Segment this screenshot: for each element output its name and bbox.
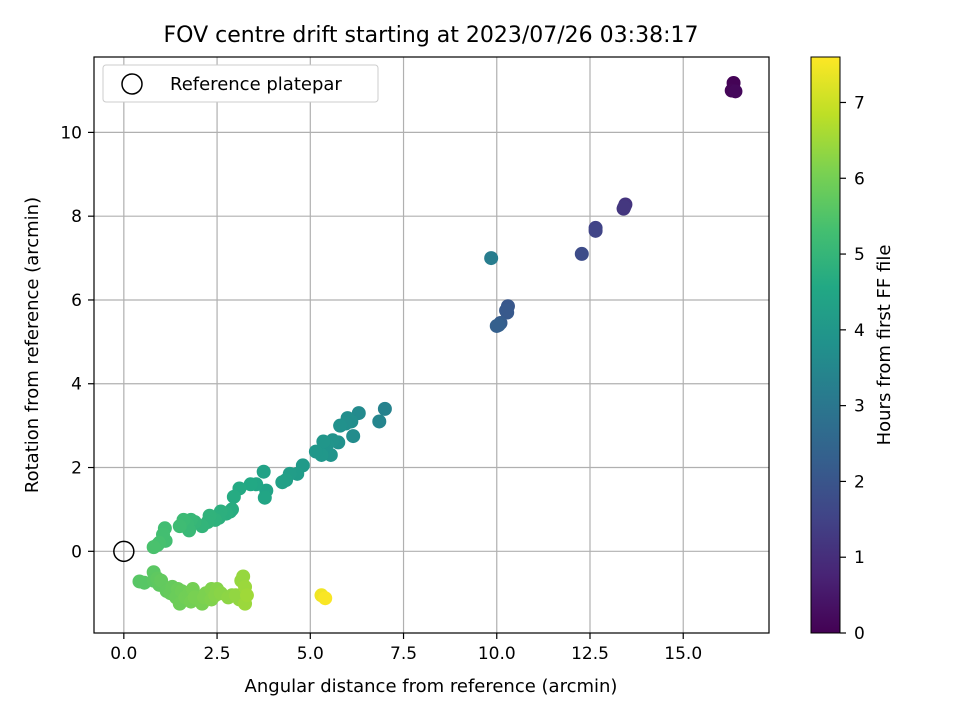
colorbar-tick-label: 3 [854,397,865,417]
y-tick-label: 6 [71,291,82,311]
colorbar: 0 1 2 3 4 5 6 7 Hours from first FF file [810,56,895,644]
plot-background [94,57,769,633]
scatter-point [239,588,254,603]
scatter-point [275,475,290,490]
scatter-points [132,75,743,611]
x-tick-label: 2.5 [204,644,231,664]
y-tick-label: 0 [71,542,82,562]
scatter-point [499,303,514,318]
scatter-point [728,84,743,99]
colorbar-ticks: 0 1 2 3 4 5 6 7 [840,93,865,644]
x-tick-label: 5.0 [297,644,324,664]
y-axis-ticks: 0 2 4 6 8 10 [60,123,94,562]
y-tick-label: 8 [71,207,82,227]
colorbar-tick-label: 0 [854,624,865,644]
scatter-point [316,434,331,449]
scatter-point [588,223,603,238]
legend-marker-reference-platepar [121,73,143,95]
legend: Reference platepar [102,64,379,103]
legend-box [102,64,379,103]
scatter-point [256,464,271,479]
scatter-point [243,477,258,492]
scatter-point [146,540,161,555]
colorbar-tick-label: 7 [854,93,865,113]
scatter-point [236,569,251,584]
y-axis-label: Rotation from reference (arcmin) [22,197,43,493]
scatter-point [377,401,392,416]
y-tick-label: 10 [60,123,82,143]
colorbar-tick-label: 2 [854,472,865,492]
x-axis-ticks: 0.0 2.5 5.0 7.5 10.0 12.5 15.0 [110,633,702,664]
scatter-point [372,414,387,429]
plot-frame [93,56,770,634]
y-tick-label: 4 [71,375,82,395]
scatter-point [333,418,348,433]
scatter-point [346,429,361,444]
chart-title: FOV centre drift starting at 2023/07/26 … [164,23,699,48]
x-axis-label: Angular distance from reference (arcmin) [245,676,618,697]
colorbar-tick-label: 1 [854,548,865,568]
grid-lines [94,57,769,633]
x-tick-label: 10.0 [478,644,516,664]
plot-area: 0.0 2.5 5.0 7.5 10.0 12.5 15.0 0 2 4 6 8 10 [60,56,770,664]
scatter-point [226,489,241,504]
scatter-point [154,573,169,588]
scatter-point [574,246,589,261]
scatter-point [308,444,323,459]
scatter-point [484,251,499,266]
colorbar-gradient [810,56,841,634]
x-tick-label: 0.0 [110,644,137,664]
x-tick-label: 12.5 [571,644,609,664]
colorbar-tick-label: 5 [854,245,865,265]
scatter-point [318,591,333,606]
scatter-point [491,318,506,333]
colorbar-tick-label: 6 [854,169,865,189]
reference-platepar-marker [113,540,135,563]
scatter-point [172,519,187,534]
scatter-point [257,490,272,505]
colorbar-tick-label: 4 [854,321,865,341]
scatter-point [617,199,632,214]
y-tick-label: 2 [71,459,82,479]
x-tick-label: 7.5 [390,644,417,664]
colorbar-label: Hours from first FF file [874,245,895,446]
legend-label-reference-platepar: Reference platepar [170,74,342,95]
x-tick-label: 15.0 [664,644,702,664]
